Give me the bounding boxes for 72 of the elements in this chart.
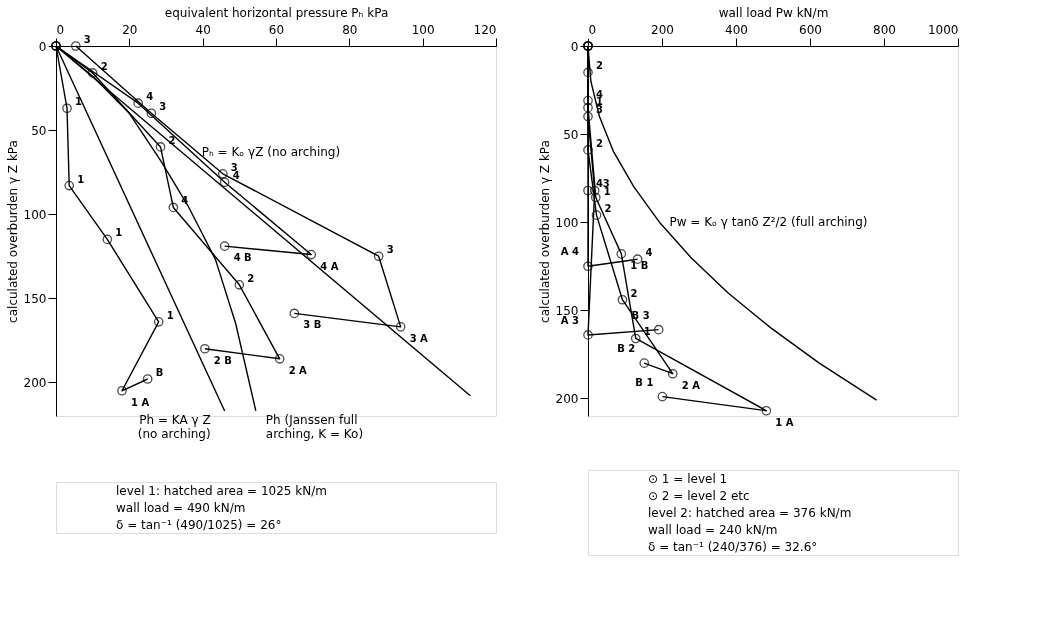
annotation: 1 B (630, 259, 649, 271)
annotation: 2 (168, 134, 176, 146)
annotation: 1 (75, 96, 82, 108)
annotation: 2 (596, 137, 603, 149)
text: level 2: hatched area = 376 kN/m (648, 505, 852, 520)
text: level 1: hatched area = 1025 kN/m (116, 483, 327, 498)
x-tick-label: 20 (122, 22, 138, 37)
y-tick-label: 100 (23, 207, 47, 222)
text: wall load = 240 kN/m (648, 522, 778, 537)
annotation: 3 (83, 34, 91, 45)
y-axis-title: calculated overburden γ Z kPa (537, 140, 552, 323)
y-tick-label: 200 (555, 391, 579, 406)
annotation: 3 A (409, 332, 429, 344)
x-tick-label: 200 (651, 22, 674, 37)
annotation: Ph (Janssen full arching, K = Ko) (265, 412, 364, 441)
x-tick-label: 100 (411, 22, 435, 37)
annotation: 4 (146, 91, 154, 103)
y-tick-label: 150 (23, 291, 47, 306)
x-tick-label: 400 (725, 22, 748, 37)
text: δ = tan⁻¹ (240/376) = 32.6° (648, 539, 818, 554)
x-tick-label: 800 (873, 22, 896, 37)
annotation: Ph = KA γ Z (no arching) (137, 412, 211, 441)
annotation: 2 (630, 287, 638, 299)
annotation: A 4 (560, 246, 580, 258)
annotation: 4 B (233, 252, 252, 264)
annotation: 1 (115, 227, 123, 239)
annotation: 1 A (775, 416, 794, 428)
y-tick-label: 50 (31, 123, 47, 138)
y-tick-label: 100 (555, 215, 579, 230)
text: wall load = 490 kN/m (116, 500, 246, 515)
x-tick-label: 60 (268, 22, 285, 37)
annotation: 3 (230, 161, 238, 173)
text: ⊙ 2 = level 2 etc (648, 488, 750, 503)
annotation: B (155, 367, 164, 378)
text: ⊙ 1 = level 1 (648, 471, 728, 486)
annotation: Pₕ = Kₒ γZ (no arching) (201, 144, 341, 159)
annotation: B 1 (635, 376, 654, 388)
annotation: B 2 (617, 343, 636, 355)
annotation: A 3 (560, 314, 580, 326)
annotation: 3 (386, 244, 394, 256)
annotation: 2 (604, 203, 612, 215)
x-tick-label: 1000 (927, 22, 959, 37)
annotation: 1 (77, 173, 85, 185)
annotation: 2 (247, 272, 255, 284)
annotation: 1 (166, 309, 174, 321)
y-axis-title: calculated overburden γ Z kPa (5, 140, 20, 323)
annotation: 2 B (213, 354, 232, 366)
x-tick-label: 40 (195, 22, 211, 37)
annotation: 4 (645, 247, 653, 259)
annotation: 4 (232, 170, 240, 182)
x-tick-label: 0 (56, 22, 65, 37)
x-tick-label: 80 (342, 22, 358, 37)
annotation: 2 A (681, 379, 701, 391)
annotation: Pw = Kₒ γ tanδ Z²/2 (full arching) (669, 215, 868, 230)
x-axis-title: wall load Pw kN/m (718, 5, 829, 20)
annotation: 1 A (131, 396, 150, 408)
annotation: 4 A (320, 260, 339, 272)
annotation: 3 (159, 101, 167, 113)
y-tick-label: 0 (570, 39, 579, 54)
x-tick-label: 0 (588, 22, 597, 37)
annotation: 2 A (288, 364, 308, 376)
annotation: 2 (596, 60, 603, 72)
x-axis-title: equivalent horizontal pressure Pₕ kPa (164, 5, 389, 20)
x-tick-label: 600 (799, 22, 822, 37)
y-tick-label: 200 (23, 375, 47, 390)
x-tick-label: 120 (473, 22, 497, 37)
text: δ = tan⁻¹ (490/1025) = 26° (116, 517, 282, 532)
y-tick-label: 50 (563, 127, 579, 142)
annotation: 2 (100, 60, 108, 72)
y-tick-label: 0 (38, 39, 47, 54)
annotation: 3 B (303, 319, 322, 331)
annotation: 4 (596, 178, 603, 190)
